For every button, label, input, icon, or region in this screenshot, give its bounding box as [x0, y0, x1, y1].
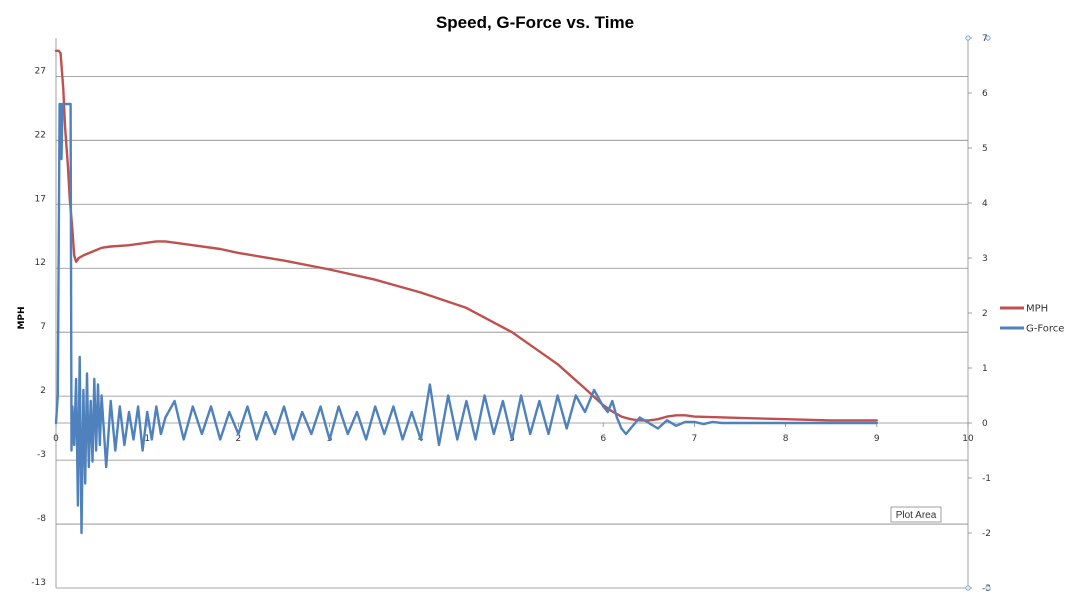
selection-handle	[965, 35, 971, 41]
y2-tick-label: 6	[982, 89, 988, 99]
y-tick-label: 27	[35, 66, 46, 76]
legend: MPH G-Force	[1000, 304, 1064, 335]
x-tick-label: 1	[144, 434, 150, 444]
x-tick-label: 7	[692, 434, 698, 444]
y-tick-label: -3	[37, 450, 46, 460]
plot-area-tooltip: Plot Area	[890, 506, 942, 523]
y2-tick-label: 2	[982, 309, 988, 319]
chart-title: Speed, G-Force vs. Time	[436, 13, 634, 32]
x-tick-label: 2	[236, 434, 242, 444]
y2-tick-label: 1	[982, 364, 988, 374]
y-tick-label: -13	[31, 578, 46, 588]
legend-label: G-Force	[1026, 324, 1064, 335]
x-tick-label: 8	[783, 434, 789, 444]
x-tick-label: 6	[600, 434, 606, 444]
y-tick-label: 12	[35, 258, 46, 268]
tooltip-text: Plot Area	[896, 510, 937, 521]
y2-tick-label: 5	[982, 144, 988, 154]
y-axis-label: MPH	[17, 306, 27, 329]
legend-label: MPH	[1026, 304, 1048, 315]
y2-tick-label: 0	[982, 419, 988, 429]
selection-handle	[985, 585, 991, 591]
gridlines	[56, 75, 968, 589]
y2-tick-label: 3	[982, 254, 988, 264]
selection-handle	[965, 585, 971, 591]
selection-handle	[985, 35, 991, 41]
series-line-mph	[54, 49, 878, 422]
y-tick-label: 17	[35, 194, 46, 204]
series-layer	[54, 49, 878, 535]
y2-tick-label: 7	[982, 34, 988, 44]
x-tick-label: 0	[53, 434, 59, 444]
y-tick-label: 7	[40, 322, 46, 332]
y-tick-label: 2	[40, 386, 46, 396]
y-tick-label: 22	[35, 130, 46, 140]
series-line-g-force	[54, 102, 878, 535]
x-tick-label: 9	[874, 434, 880, 444]
y2-tick-label: 4	[982, 199, 988, 209]
tooltip-box	[890, 506, 942, 523]
y2-tick-label: -2	[982, 529, 991, 539]
x-tick-label: 10	[962, 434, 974, 444]
y-tick-label: -8	[37, 514, 46, 524]
y2-tick-label: -1	[982, 474, 991, 484]
